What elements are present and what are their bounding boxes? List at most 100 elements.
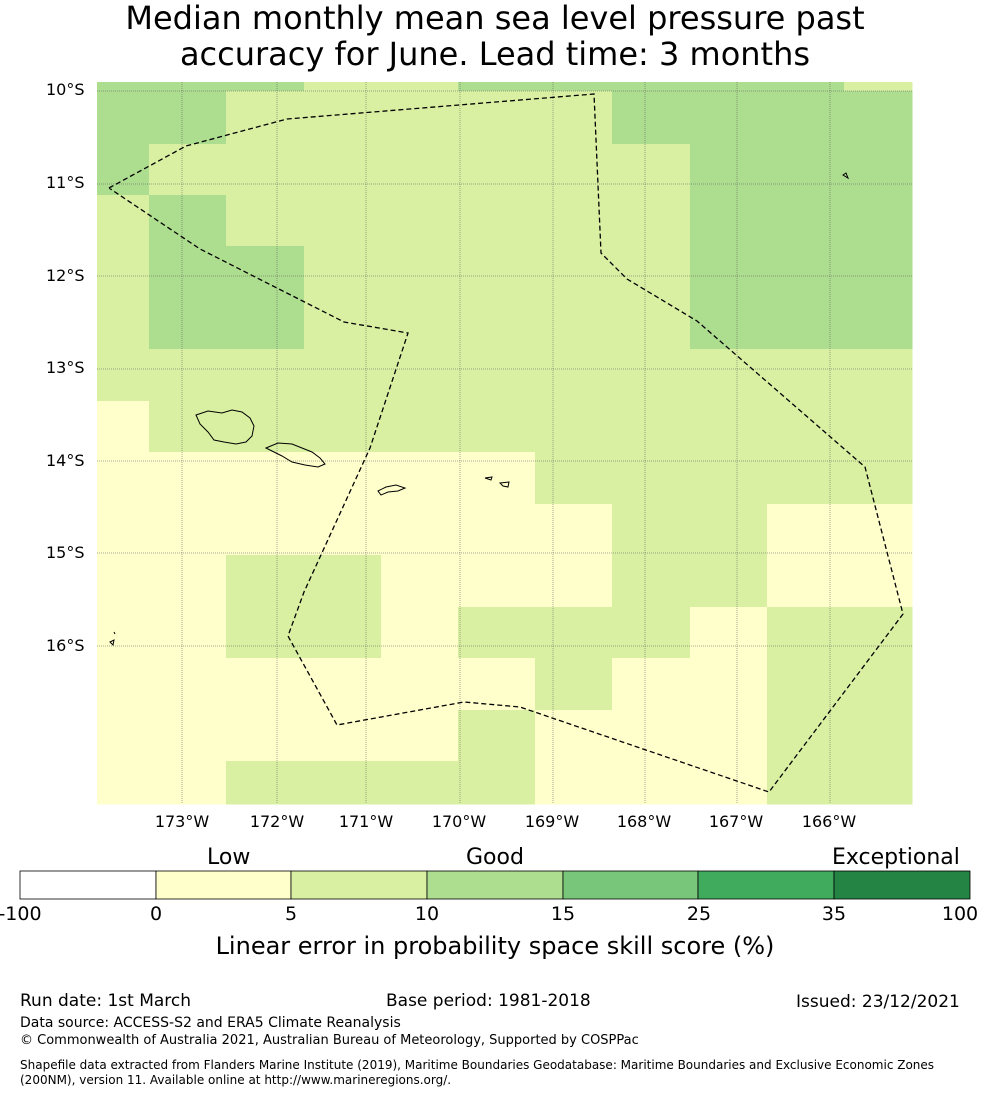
lon-label: 166°W: [784, 812, 874, 831]
skill-cell: [844, 710, 913, 762]
colorbar: [20, 871, 970, 899]
skill-cell: [304, 82, 382, 92]
skill-cell: [304, 504, 382, 556]
skill-cell: [612, 555, 691, 608]
map-title-line-1: Median monthly mean sea level pressure p…: [0, 0, 990, 36]
colorbar-tick: 100: [930, 903, 990, 925]
skill-cell: [767, 82, 845, 92]
skill-cell: [844, 349, 913, 402]
lat-label: 10°S: [46, 80, 85, 99]
skill-cell: [304, 349, 382, 402]
skill-cell: [381, 658, 459, 711]
skill-cell: [612, 761, 691, 805]
skill-cell: [304, 607, 382, 659]
skill-cell: [226, 246, 305, 299]
skill-cell: [97, 195, 150, 247]
lon-label: 170°W: [414, 812, 504, 831]
skill-cell: [226, 658, 305, 711]
skill-cell: [458, 761, 536, 805]
skill-cell: [97, 658, 150, 711]
skill-cell: [535, 607, 613, 659]
skill-cell: [149, 298, 227, 350]
skill-cell: [767, 761, 845, 805]
lat-label: 16°S: [46, 636, 85, 655]
skill-cell: [767, 401, 845, 453]
skill-cell: [844, 144, 913, 196]
legend-category-good: Good: [466, 845, 524, 870]
lat-label: 12°S: [46, 266, 85, 285]
skill-cell: [381, 91, 459, 145]
skill-cell: [844, 761, 913, 805]
skill-cell: [535, 82, 613, 92]
skill-cell: [97, 607, 150, 659]
legend-category-low: Low: [207, 845, 250, 870]
skill-cell: [690, 298, 768, 350]
skill-cell: [97, 452, 150, 505]
copyright: © Commonwealth of Australia 2021, Austra…: [20, 1033, 639, 1048]
skill-cell: [381, 555, 459, 608]
colorbar-tick: 35: [804, 903, 864, 925]
skill-cell: [304, 555, 382, 608]
skill-cell: [612, 452, 691, 505]
skill-cell: [97, 82, 150, 92]
skill-cell: [767, 710, 845, 762]
skill-cell: [690, 607, 768, 659]
skill-cell: [458, 401, 536, 453]
skill-cell: [612, 349, 691, 402]
colorbar-tick: 5: [261, 903, 321, 925]
colorbar-segment: [291, 871, 427, 899]
skill-cell: [226, 452, 305, 505]
skill-cell: [226, 91, 305, 145]
skill-cell: [690, 82, 768, 92]
skill-cell: [612, 607, 691, 659]
skill-cell: [844, 298, 913, 350]
skill-cell: [767, 246, 845, 299]
skill-cell: [690, 144, 768, 196]
skill-cell: [535, 144, 613, 196]
skill-cell: [381, 82, 459, 92]
skill-cell: [149, 195, 227, 247]
skill-cell: [458, 195, 536, 247]
skill-cell: [381, 144, 459, 196]
skill-cell: [690, 246, 768, 299]
skill-cell: [535, 401, 613, 453]
skill-cell: [458, 298, 536, 350]
skill-cell: [226, 144, 305, 196]
skill-cell: [612, 298, 691, 350]
skill-cell: [458, 144, 536, 196]
skill-cell: [458, 504, 536, 556]
skill-cell: [381, 761, 459, 805]
lat-label: 13°S: [46, 358, 85, 377]
skill-cell: [149, 504, 227, 556]
skill-cell: [226, 195, 305, 247]
colorbar-segment: [834, 871, 970, 899]
lat-label: 14°S: [46, 451, 85, 470]
skill-cell: [304, 144, 382, 196]
skill-cell: [304, 91, 382, 145]
skill-grid: [97, 82, 913, 805]
skill-cell: [149, 246, 227, 299]
skill-cell: [304, 452, 382, 505]
skill-cell: [458, 710, 536, 762]
skill-cell: [844, 401, 913, 453]
skill-cell: [844, 91, 913, 145]
skill-cell: [767, 298, 845, 350]
skill-cell: [149, 555, 227, 608]
skill-cell: [535, 555, 613, 608]
skill-cell: [612, 246, 691, 299]
skill-cell: [612, 144, 691, 196]
skill-cell: [690, 761, 768, 805]
skill-cell: [381, 452, 459, 505]
lon-label: 172°W: [232, 812, 322, 831]
skill-cell: [381, 401, 459, 453]
skill-cell: [535, 658, 613, 711]
skill-cell: [767, 607, 845, 659]
skill-cell: [97, 91, 150, 145]
skill-cell: [149, 658, 227, 711]
skill-cell: [844, 555, 913, 608]
skill-cell: [844, 246, 913, 299]
skill-cell: [535, 195, 613, 247]
colorbar-segment: [698, 871, 834, 899]
skill-cell: [97, 246, 150, 299]
